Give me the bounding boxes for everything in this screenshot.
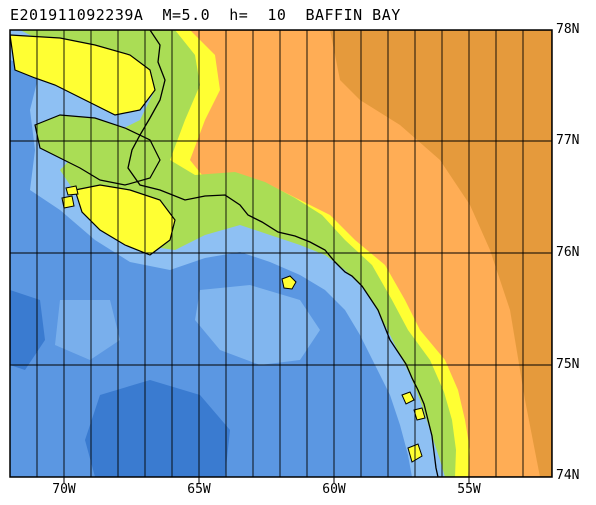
greenland-coastline (127, 30, 552, 477)
peninsula-south (74, 184, 176, 256)
ocean-deep (10, 290, 45, 370)
island (413, 407, 426, 421)
island (281, 275, 297, 290)
ocean-deep (85, 380, 230, 477)
lon-label-70w: 70W (52, 482, 76, 497)
lat-label-77n: 77N (556, 133, 580, 148)
graticule (10, 30, 552, 477)
map-title: E201911092239A M=5.0 h= 10 BAFFIN BAY (10, 6, 401, 24)
island (61, 195, 75, 209)
ocean-main (10, 60, 412, 477)
island (65, 185, 79, 196)
lon-label-60w: 60W (322, 482, 346, 497)
map-frame (9, 29, 553, 478)
tick-marks (63, 477, 470, 483)
land-darker-region (330, 30, 552, 477)
ocean-patch (55, 300, 120, 360)
lat-label-75n: 75N (556, 357, 580, 372)
lat-label-74n: 74N (556, 468, 580, 483)
lat-label-78n: 78N (556, 22, 580, 37)
lon-label-55w: 55W (457, 482, 481, 497)
lat-label-76n: 76N (556, 245, 580, 260)
island (401, 391, 415, 405)
lon-label-65w: 65W (187, 482, 211, 497)
peninsula-north (10, 34, 156, 116)
